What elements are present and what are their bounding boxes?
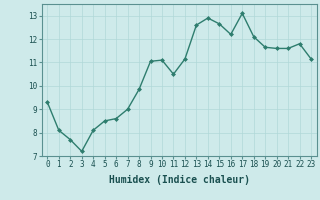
X-axis label: Humidex (Indice chaleur): Humidex (Indice chaleur) xyxy=(109,175,250,185)
